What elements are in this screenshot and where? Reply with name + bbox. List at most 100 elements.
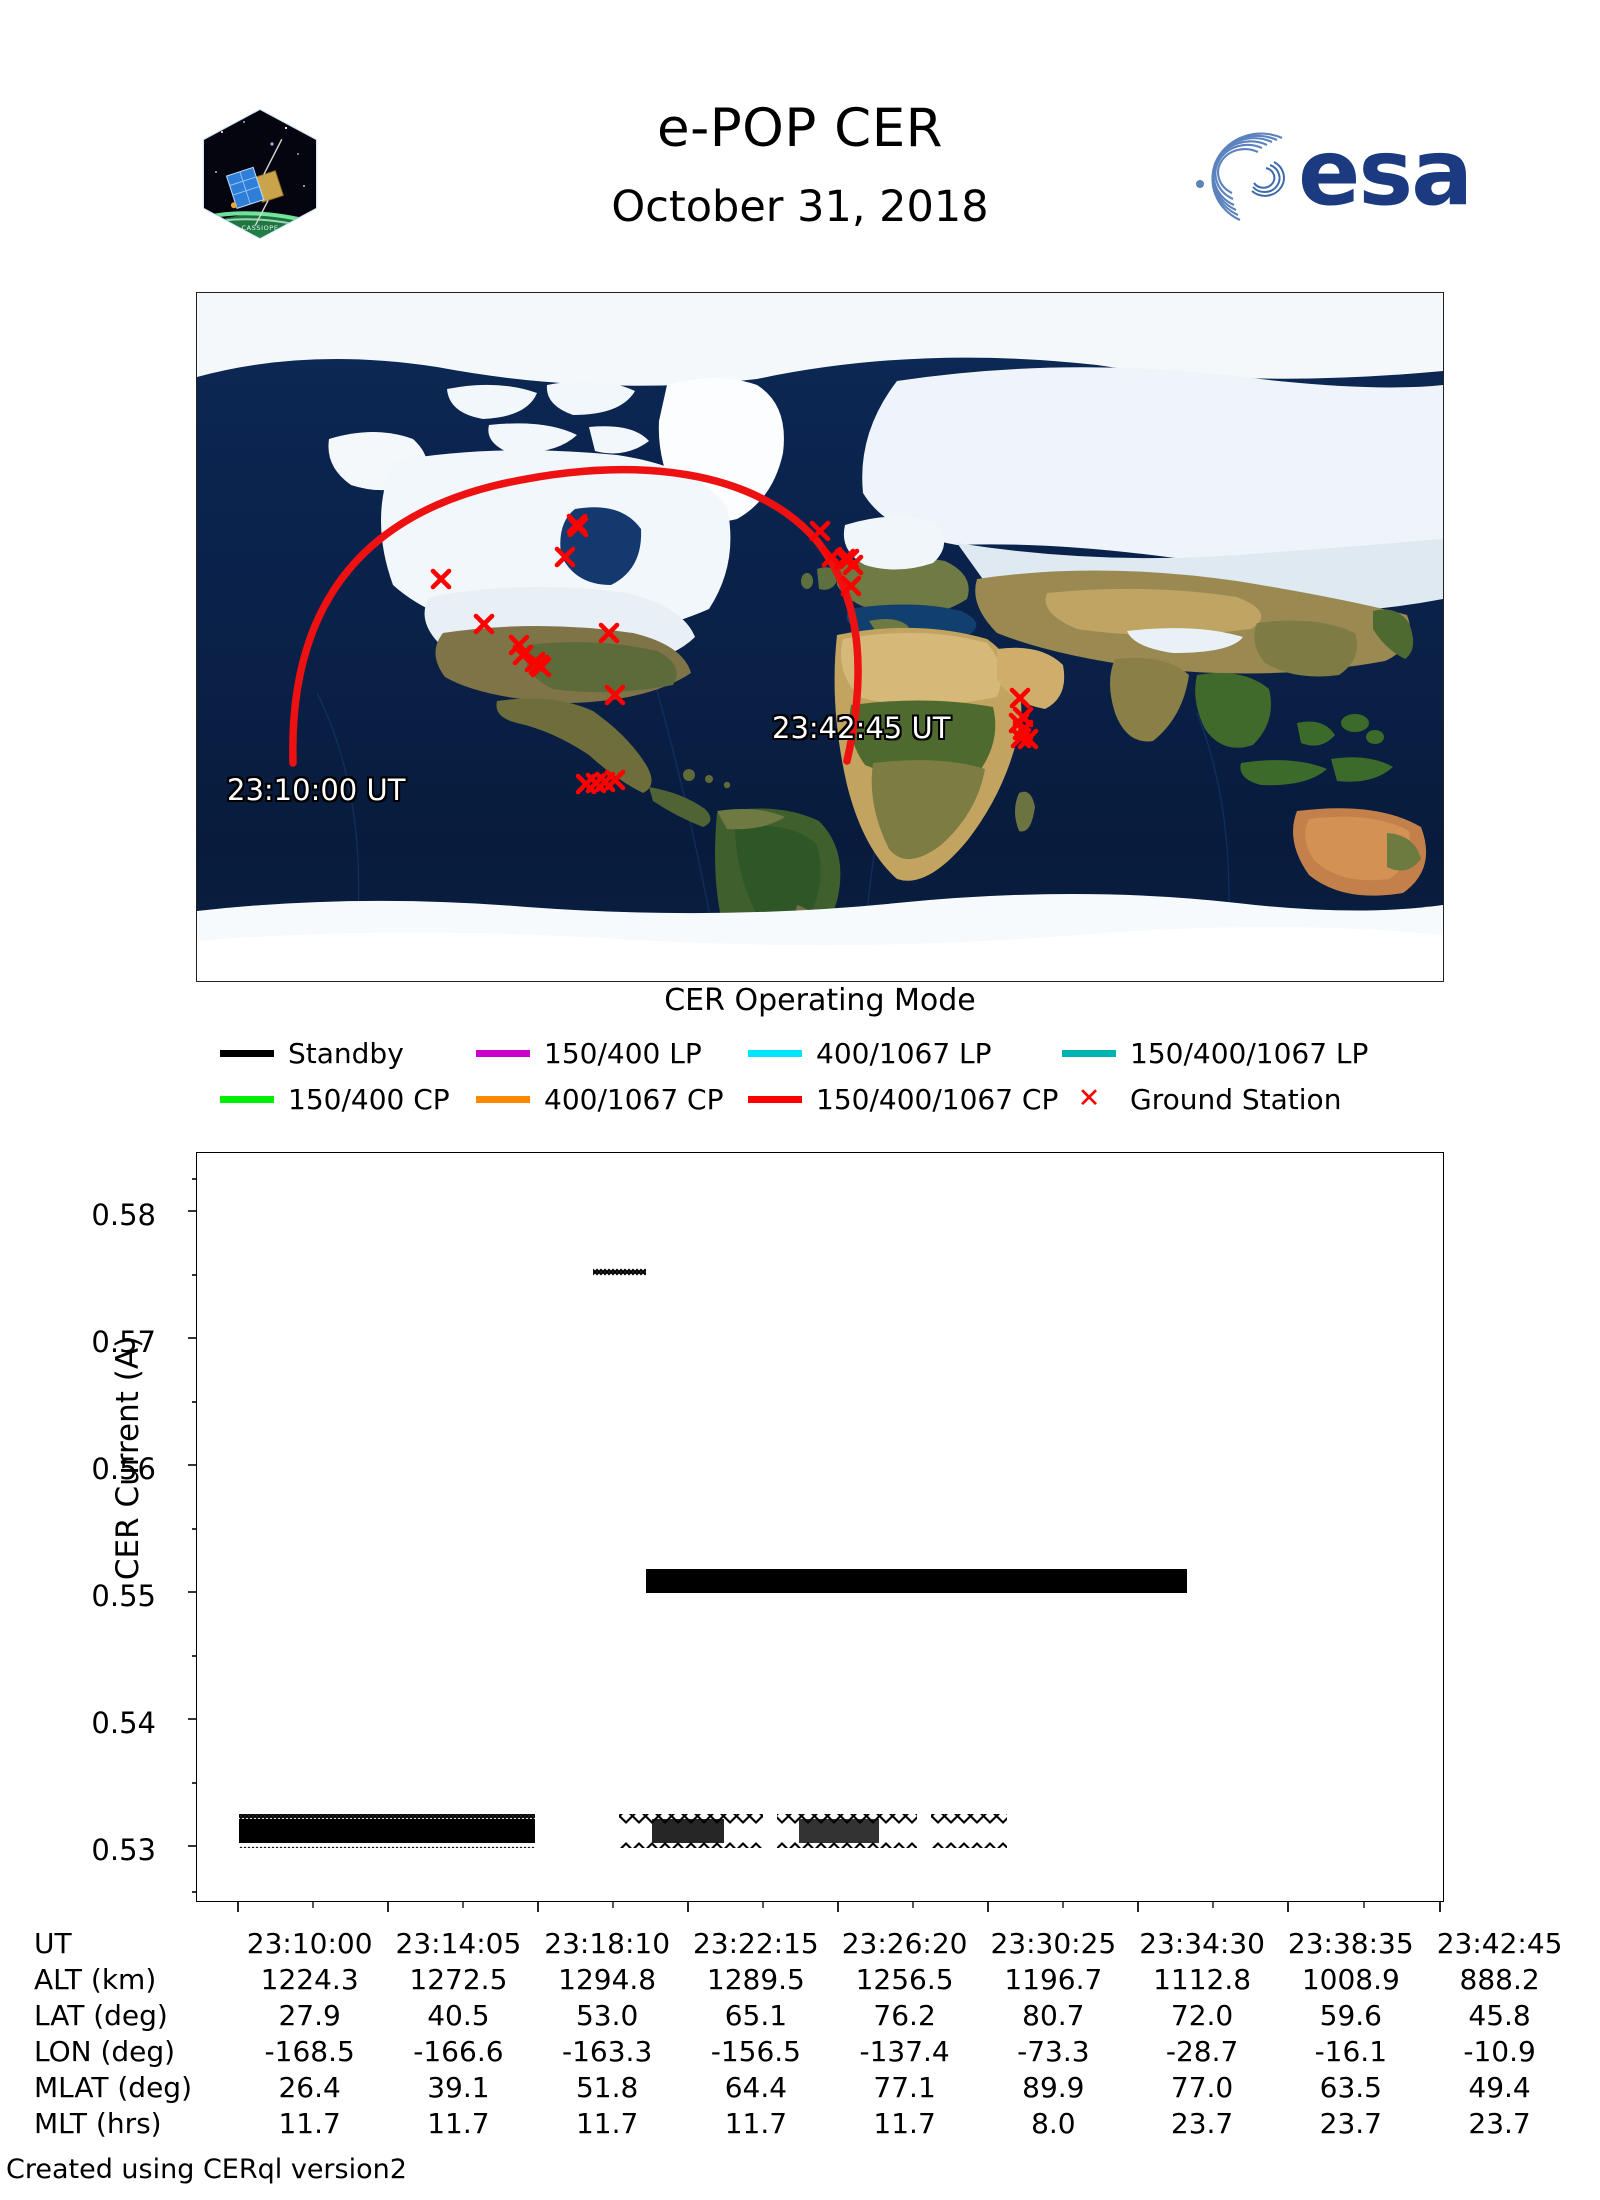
- series-standby-0p5285: [239, 1814, 1007, 1848]
- legend-label-400-1067-cp: 400/1067 CP: [544, 1082, 724, 1116]
- ephemeris-table: UT 23:10:00 23:14:05 23:18:10 23:22:15 2…: [34, 1926, 1574, 2142]
- legend-item-400-1067-cp[interactable]: 400/1067 CP: [476, 1076, 723, 1122]
- table-cell: 77.0: [1170, 2071, 1234, 2104]
- table-cell: 51.8: [575, 2071, 639, 2104]
- y-axis-tick-marks: [188, 1178, 198, 1893]
- legend-item-400-1067-lp[interactable]: 400/1067 LP: [748, 1030, 992, 1076]
- x-axis-tick-marks: [237, 1902, 1441, 1912]
- table-cell: 77.1: [873, 2071, 936, 2104]
- table-cell: 23:14:05: [395, 1927, 522, 1960]
- table-row: UT 23:10:00 23:14:05 23:18:10 23:22:15 2…: [34, 1926, 1574, 1962]
- table-cell: -28.7: [1165, 2035, 1239, 2068]
- orbit-ground-track: [289, 465, 862, 767]
- ground-station-x-icon: ✕: [1077, 1083, 1101, 1114]
- legend-item-ground-station[interactable]: ✕ Ground Station: [1062, 1076, 1342, 1122]
- table-cell: 23:30:25: [990, 1927, 1117, 1960]
- row-label-lat: LAT (deg): [34, 1999, 168, 2032]
- legend-swatch-standby: [220, 1049, 274, 1057]
- table-cell: 45.8: [1468, 1999, 1531, 2032]
- table-cell: 23.7: [1170, 2107, 1234, 2140]
- legend-label-standby: Standby: [288, 1036, 404, 1070]
- table-row: LON (deg) -168.5 -166.6 -163.3 -156.5 -1…: [34, 2034, 1574, 2070]
- table-cell: -163.3: [562, 2035, 653, 2068]
- table-cell: 76.2: [873, 1999, 936, 2032]
- table-cell: 1272.5: [409, 1963, 508, 1996]
- table-cell: -16.1: [1314, 2035, 1388, 2068]
- row-label-mlat: MLAT (deg): [34, 2071, 193, 2104]
- legend-label-ground-station: Ground Station: [1130, 1082, 1342, 1116]
- mode-panel-title: CER Operating Mode: [664, 983, 976, 1018]
- table-cell: 1294.8: [558, 1963, 657, 1996]
- table-cell: 23:10:00: [246, 1927, 373, 1960]
- table-cell: 23.7: [1468, 2107, 1531, 2140]
- table-row: MLT (hrs) 11.7 11.7 11.7 11.7 11.7 8.0 2…: [34, 2106, 1574, 2142]
- table-cell: -73.3: [1017, 2035, 1090, 2068]
- legend-swatch-150-400-1067-lp: [1062, 1049, 1116, 1057]
- table-cell: 63.5: [1319, 2071, 1382, 2104]
- svg-text:CASSIOPE: CASSIOPE: [241, 224, 278, 232]
- table-cell: 888.2: [1459, 1963, 1540, 1996]
- legend-item-150-400-cp[interactable]: 150/400 CP: [220, 1076, 450, 1122]
- table-cell: 53.0: [575, 1999, 639, 2032]
- y-tick-label: 0.55: [91, 1579, 156, 1613]
- legend-item-150-400-1067-cp[interactable]: 150/400/1067 CP: [748, 1076, 1058, 1122]
- table-cell: 8.0: [1031, 2107, 1076, 2140]
- table-cell: 49.4: [1468, 2071, 1531, 2104]
- legend-label-150-400-cp: 150/400 CP: [288, 1082, 450, 1116]
- row-label-ut: UT: [34, 1927, 72, 1960]
- legend-swatch-150-400-lp: [476, 1049, 530, 1057]
- table-cell: 89.9: [1022, 2071, 1085, 2104]
- cassiope-mission-patch: CASSIOPE: [200, 108, 320, 240]
- legend-row: 150/400 CP 400/1067 CP 150/400/1067 CP ✕…: [196, 1076, 1444, 1122]
- table-cell: 11.7: [724, 2107, 788, 2140]
- table-cell: 11.7: [873, 2107, 936, 2140]
- footer-credit: Created using CERql version2: [6, 2154, 407, 2185]
- legend-label-150-400-1067-lp: 150/400/1067 LP: [1130, 1036, 1369, 1070]
- table-cell: 39.1: [427, 2071, 490, 2104]
- table-cell: 64.4: [724, 2071, 788, 2104]
- table-cell: 23:42:45: [1436, 1927, 1563, 1960]
- legend-swatch-400-1067-cp: [476, 1095, 530, 1103]
- y-tick-label: 0.54: [91, 1706, 156, 1740]
- table-cell: 23:22:15: [692, 1927, 819, 1960]
- track-end-time-label: 23:42:45 UT: [772, 711, 951, 745]
- operating-mode-legend: Standby 150/400 LP 400/1067 LP 150/400/1…: [196, 1030, 1444, 1122]
- table-cell: 11.7: [278, 2107, 341, 2140]
- y-tick-label: 0.57: [91, 1325, 156, 1359]
- legend-item-standby[interactable]: Standby: [220, 1030, 404, 1076]
- ground-track-world-map[interactable]: 23:10:00 UT 23:42:45 UT: [196, 292, 1444, 982]
- esa-wordmark: esa: [1298, 119, 1473, 226]
- table-cell: 1289.5: [706, 1963, 805, 1996]
- table-cell: 23:26:20: [841, 1927, 968, 1960]
- y-tick-label: 0.53: [91, 1833, 156, 1867]
- y-axis-label: CER Current (A): [110, 1335, 146, 1581]
- legend-row: Standby 150/400 LP 400/1067 LP 150/400/1…: [196, 1030, 1444, 1076]
- table-cell: 59.6: [1319, 1999, 1382, 2032]
- esa-swirl-icon: [1196, 132, 1285, 221]
- table-cell: 11.7: [427, 2107, 490, 2140]
- cer-current-plot[interactable]: [196, 1152, 1444, 1902]
- table-cell: 1112.8: [1153, 1963, 1252, 1996]
- table-cell: 11.7: [575, 2107, 639, 2140]
- legend-item-150-400-1067-lp[interactable]: 150/400/1067 LP: [1062, 1030, 1368, 1076]
- table-cell: 27.9: [278, 1999, 341, 2032]
- legend-swatch-150-400-cp: [220, 1095, 274, 1103]
- table-cell: 80.7: [1022, 1999, 1085, 2032]
- table-cell: -10.9: [1463, 2035, 1536, 2068]
- table-cell: -168.5: [264, 2035, 355, 2068]
- legend-label-400-1067-lp: 400/1067 LP: [816, 1036, 992, 1070]
- page-title: e-POP CER: [656, 98, 944, 159]
- page-header: CASSIOPE e-POP CER October 31, 2018 esa: [0, 0, 1600, 270]
- y-tick-label: 0.58: [91, 1198, 156, 1232]
- track-start-time-label: 23:10:00 UT: [227, 773, 406, 807]
- legend-item-150-400-lp[interactable]: 150/400 LP: [476, 1030, 702, 1076]
- y-axis-tick-labels: 0.58 0.57 0.56 0.55 0.54 0.53: [0, 1152, 178, 1902]
- table-cell: 72.0: [1170, 1999, 1234, 2032]
- y-tick-label: 0.56: [91, 1452, 156, 1486]
- table-cell: 1224.3: [260, 1963, 359, 1996]
- legend-label-150-400-1067-cp: 150/400/1067 CP: [816, 1082, 1059, 1116]
- ground-station-markers: [430, 513, 1039, 795]
- table-cell: -166.6: [413, 2035, 504, 2068]
- table-cell: 1008.9: [1301, 1963, 1400, 1996]
- row-label-alt: ALT (km): [34, 1963, 157, 1996]
